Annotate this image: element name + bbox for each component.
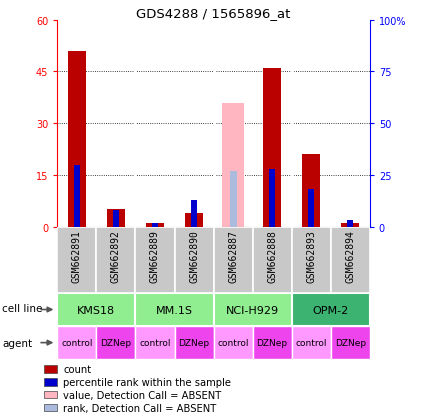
Bar (113, 211, 119, 227)
Text: OPM-2: OPM-2 (312, 305, 349, 315)
Bar (44, 378, 57, 386)
Bar (347, 221, 353, 227)
Text: MM.1S: MM.1S (156, 305, 193, 315)
Bar (292, 227, 331, 293)
Text: control: control (61, 338, 93, 347)
Bar (146, 224, 164, 227)
Bar (252, 326, 292, 359)
Text: rank, Detection Call = ABSENT: rank, Detection Call = ABSENT (63, 403, 216, 413)
Bar (57, 227, 96, 293)
Bar (341, 224, 359, 227)
Text: DZNep: DZNep (257, 338, 288, 347)
Bar (44, 404, 57, 411)
Bar (136, 326, 175, 359)
Bar (269, 169, 275, 227)
Bar (230, 171, 237, 227)
Bar (292, 293, 370, 326)
Bar (74, 165, 80, 227)
Text: GSM662892: GSM662892 (111, 229, 121, 282)
Text: GSM662887: GSM662887 (228, 229, 238, 282)
Bar (175, 227, 213, 293)
Text: KMS18: KMS18 (77, 305, 116, 315)
Bar (264, 69, 281, 227)
Bar (136, 293, 213, 326)
Bar (303, 155, 320, 227)
Text: GSM662891: GSM662891 (72, 229, 82, 282)
Text: GSM662888: GSM662888 (267, 229, 277, 282)
Bar (96, 227, 136, 293)
Bar (96, 326, 136, 359)
Bar (185, 214, 203, 227)
Text: percentile rank within the sample: percentile rank within the sample (63, 377, 231, 387)
Bar (222, 103, 244, 227)
Bar (308, 190, 314, 227)
Bar (292, 326, 331, 359)
Bar (191, 200, 197, 227)
Text: control: control (217, 338, 249, 347)
Bar (331, 326, 370, 359)
Text: DZNep: DZNep (334, 338, 366, 347)
Bar (252, 227, 292, 293)
Bar (44, 391, 57, 399)
Bar (107, 210, 125, 227)
Bar (152, 223, 158, 227)
Bar (136, 227, 175, 293)
Bar (57, 293, 136, 326)
Text: count: count (63, 364, 91, 374)
Text: GSM662893: GSM662893 (306, 229, 316, 282)
Bar (68, 52, 86, 227)
Text: GSM662889: GSM662889 (150, 229, 160, 282)
Text: agent: agent (2, 338, 32, 348)
Bar (331, 227, 370, 293)
Bar (213, 293, 292, 326)
Text: NCI-H929: NCI-H929 (226, 305, 279, 315)
Text: GSM662890: GSM662890 (189, 229, 199, 282)
Text: cell line: cell line (2, 304, 42, 313)
Bar (213, 227, 252, 293)
Title: GDS4288 / 1565896_at: GDS4288 / 1565896_at (136, 7, 291, 19)
Bar (44, 365, 57, 373)
Text: control: control (295, 338, 327, 347)
Text: control: control (139, 338, 171, 347)
Bar (57, 326, 96, 359)
Text: value, Detection Call = ABSENT: value, Detection Call = ABSENT (63, 390, 221, 400)
Bar (213, 326, 252, 359)
Text: DZNep: DZNep (178, 338, 210, 347)
Text: DZNep: DZNep (100, 338, 131, 347)
Text: GSM662894: GSM662894 (345, 229, 355, 282)
Bar (175, 326, 213, 359)
